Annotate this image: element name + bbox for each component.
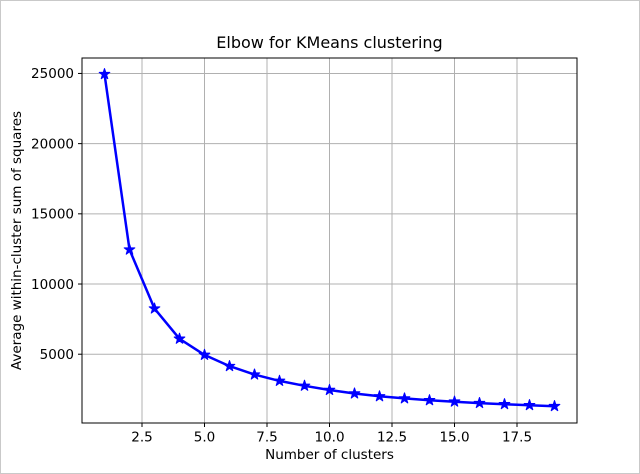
x-axis-label: Number of clusters bbox=[265, 447, 394, 463]
data-point-marker bbox=[498, 398, 511, 410]
data-point-marker bbox=[98, 68, 111, 80]
data-point-marker bbox=[123, 243, 136, 255]
x-tick-label: 2.5 bbox=[131, 430, 152, 446]
data-point-marker bbox=[423, 394, 436, 406]
data-point-marker bbox=[323, 383, 336, 396]
data-point-marker bbox=[548, 400, 561, 412]
x-tick-label: 5.0 bbox=[194, 430, 215, 446]
data-point-marker bbox=[273, 374, 286, 386]
data-point-marker bbox=[223, 360, 236, 372]
data-point-marker bbox=[473, 396, 486, 409]
data-point-marker bbox=[398, 392, 411, 404]
tick-labels: 2.5 5.0 7.5 10.0 12.5 15.0 17.5 5000 10000 15000 2… bbox=[31, 66, 532, 445]
gridlines bbox=[82, 58, 577, 423]
y-axis-label: Average within-cluster sum of squares bbox=[9, 111, 25, 370]
y-tick-label: 10000 bbox=[31, 277, 74, 293]
data-series bbox=[98, 68, 561, 412]
axes-spines-and-ticks bbox=[78, 57, 578, 427]
y-tick-label: 25000 bbox=[31, 66, 74, 82]
y-tick-label: 20000 bbox=[31, 136, 74, 152]
y-tick-label: 15000 bbox=[31, 207, 74, 223]
data-point-marker bbox=[248, 368, 261, 380]
x-tick-label: 7.5 bbox=[256, 430, 277, 446]
data-point-marker bbox=[448, 395, 461, 407]
data-point-marker bbox=[148, 302, 161, 314]
x-tick-label: 10.0 bbox=[314, 430, 344, 446]
x-tick-label: 12.5 bbox=[377, 430, 407, 446]
data-point-marker bbox=[298, 379, 311, 391]
data-point-marker bbox=[348, 387, 361, 399]
data-point-marker bbox=[523, 399, 536, 411]
data-point-marker bbox=[198, 348, 211, 360]
data-point-marker bbox=[373, 390, 386, 402]
chart-title: Elbow for KMeans clustering bbox=[216, 33, 442, 52]
data-point-marker bbox=[173, 332, 186, 344]
y-tick-label: 5000 bbox=[40, 347, 74, 363]
x-tick-label: 17.5 bbox=[502, 430, 532, 446]
x-tick-label: 15.0 bbox=[439, 430, 469, 446]
